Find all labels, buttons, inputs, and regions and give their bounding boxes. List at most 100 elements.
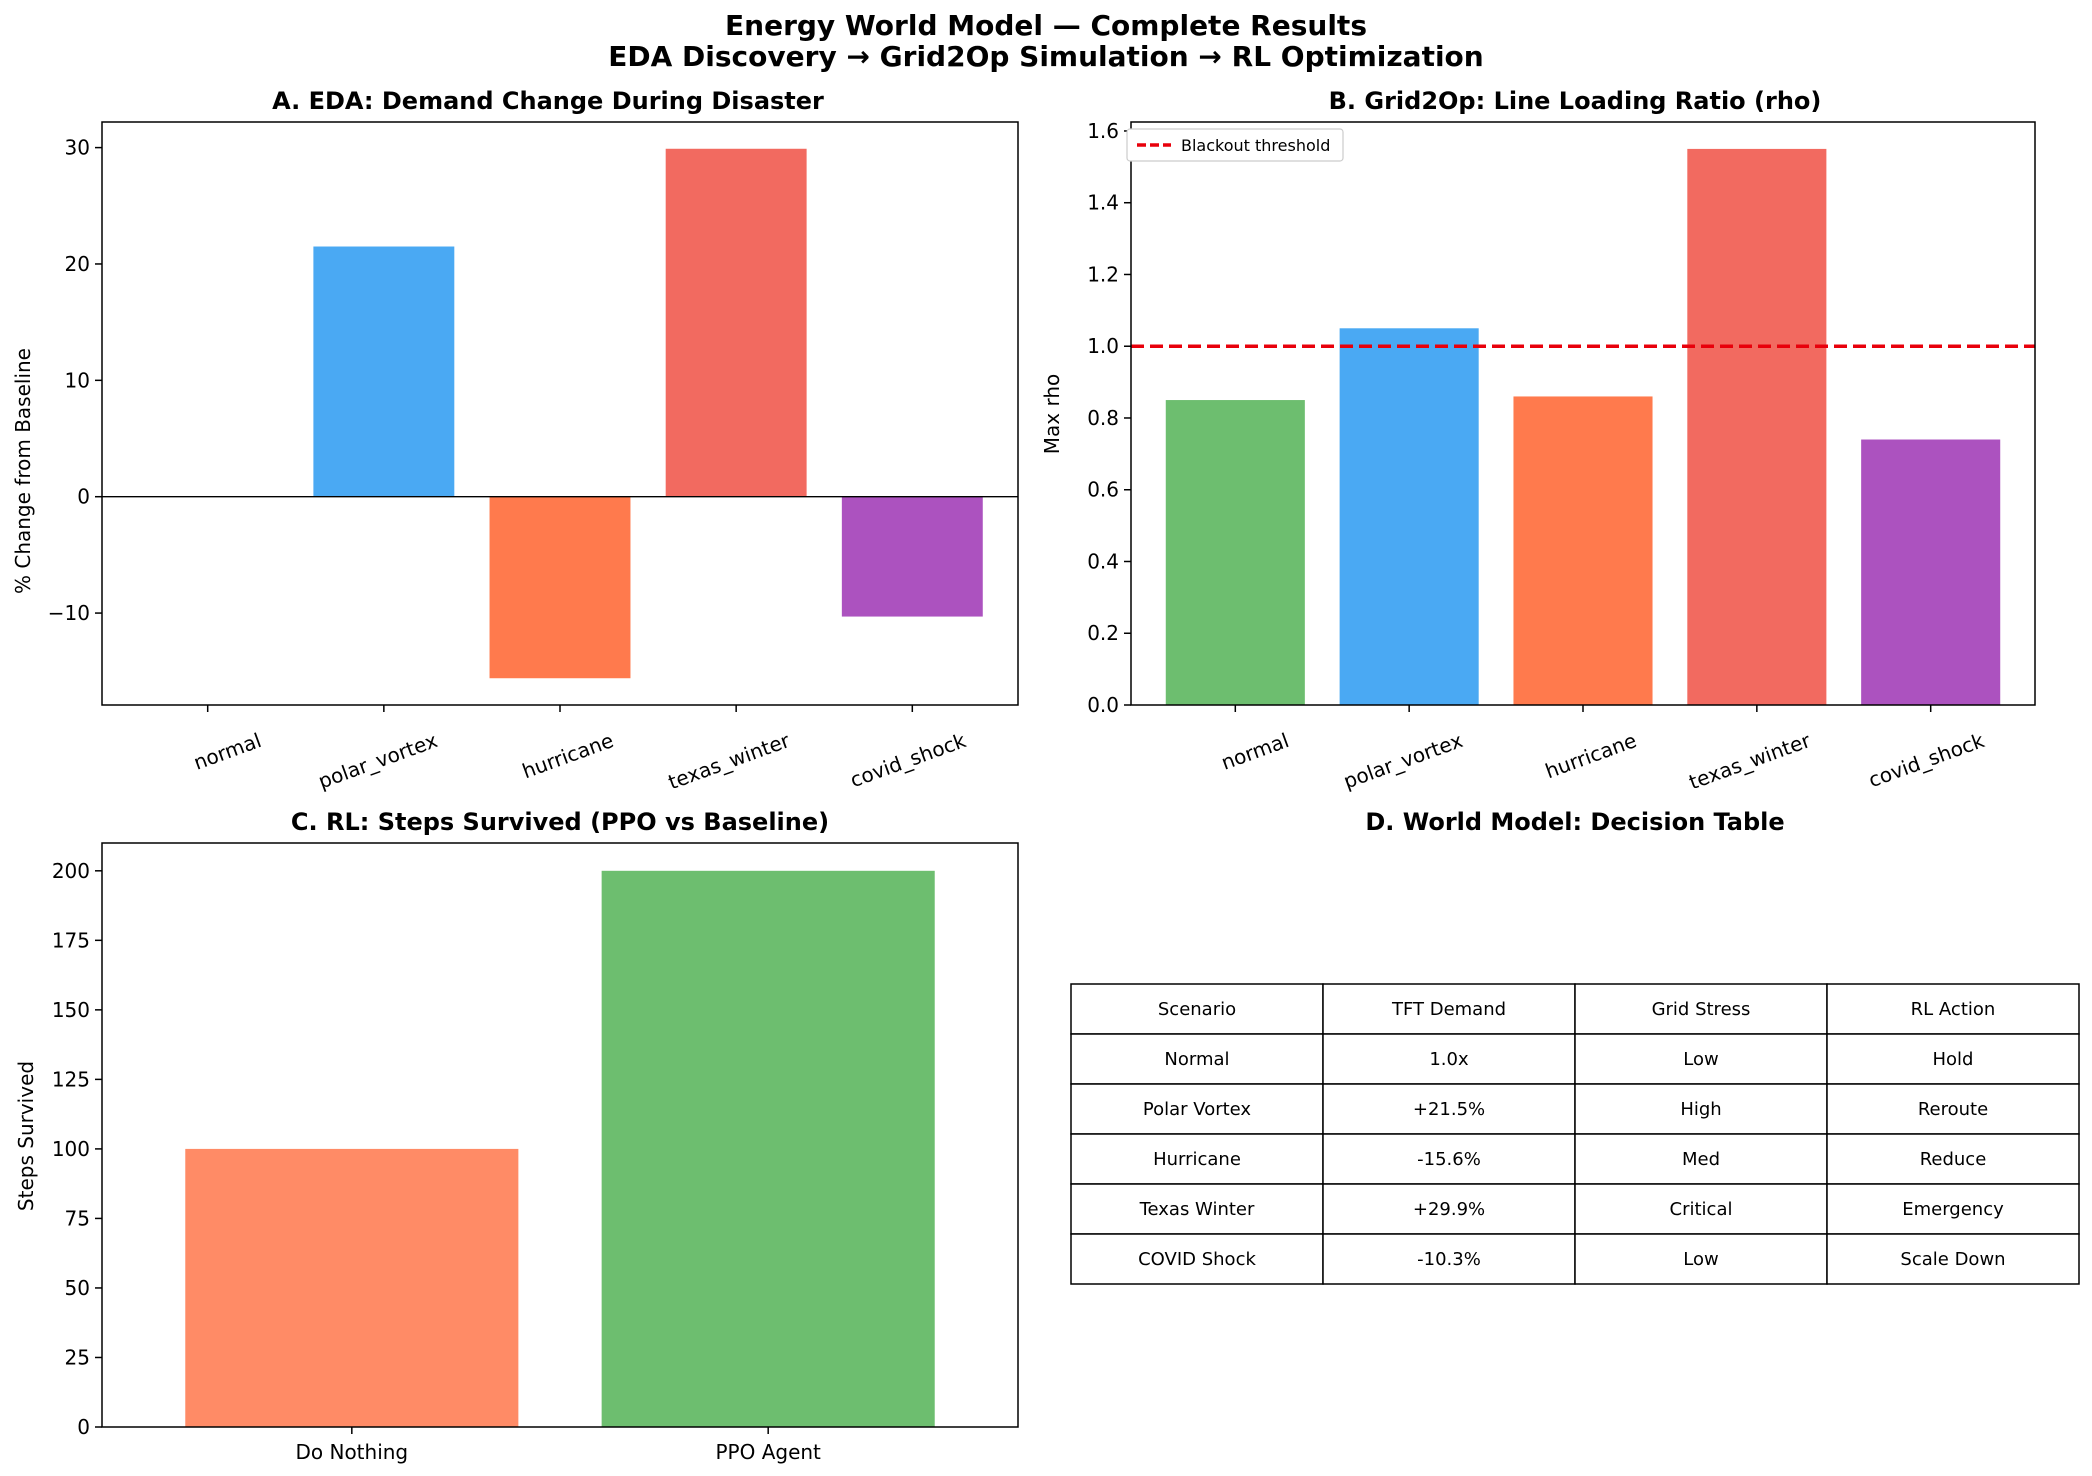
pb-y-tick-label: 1.0: [1087, 334, 1119, 358]
table-header-label: Scenario: [1158, 999, 1236, 1020]
pb-y-tick-label: 1.2: [1087, 262, 1119, 286]
table-cell-text: 1.0x: [1429, 1049, 1469, 1070]
pc-x-tick-label: PPO Agent: [715, 1440, 821, 1464]
decision-table: Scenario TFT Demand Grid Stress RL Action No…: [1070, 983, 2080, 1285]
panel-b-legend-label: Blackout threshold: [1181, 136, 1330, 155]
table-cell-text: +29.9%: [1413, 1199, 1485, 1220]
table-cell-text: Critical: [1670, 1199, 1733, 1220]
table-cell-text: Reduce: [1920, 1149, 1987, 1170]
table-cell: [1826, 1033, 2080, 1085]
panel-c-x-ticks: Do Nothing PPO Agent: [295, 1427, 821, 1464]
pa-y-tick-label: 20: [65, 252, 90, 276]
pc-y-tick-label: 50: [65, 1276, 90, 1300]
pb-bar-covid-shock: [1861, 439, 2001, 705]
pb-bar-texas-winter: [1687, 148, 1827, 705]
figure-title-line-2: EDA Discovery → Grid2Op Simulation → RL …: [608, 40, 1483, 73]
table-cell: [1070, 1233, 1324, 1285]
pa-bar-covid-shock: [841, 496, 983, 617]
table-cell: [1826, 1083, 2080, 1135]
table-cell-text: Emergency: [1902, 1199, 2004, 1220]
pb-y-tick-label: 0.0: [1087, 693, 1119, 717]
pc-bar-ppo-agent: [601, 870, 935, 1427]
pc-y-tick-label: 0: [77, 1415, 90, 1439]
table-cell: [1826, 1183, 2080, 1235]
panel-c-y-axis-label: Steps Survived: [14, 1061, 38, 1211]
pc-y-tick-label: 200: [52, 859, 90, 883]
panel-b-bars: [1165, 148, 2001, 705]
table-cell: [1322, 1083, 1576, 1135]
panel-b-title: B. Grid2Op: Line Loading Ratio (rho): [1329, 87, 1822, 115]
panel-c-steps-survived-chart: C. RL: Steps Survived (PPO vs Baseline) …: [14, 808, 1019, 1464]
panel-b-y-axis-label: Max rho: [1040, 374, 1064, 455]
pa-bar-hurricane: [489, 496, 631, 679]
table-cell: [1322, 1033, 1576, 1085]
pc-y-tick-label: 150: [52, 998, 90, 1022]
table-cell-text: Normal: [1164, 1049, 1229, 1070]
table-cell: [1322, 1233, 1576, 1285]
table-cell-text: Scale Down: [1900, 1249, 2005, 1270]
panel-b-y-ticks: 0.0 0.2 0.4 0.6 0.8 1.0 1.2 1.4 1.6: [1087, 119, 1131, 717]
table-cell: [1574, 1233, 1828, 1285]
panel-b-legend-box: [1126, 128, 1344, 162]
pb-y-tick-label: 0.4: [1087, 549, 1119, 573]
panel-c-bars: [185, 870, 935, 1427]
table-cell-text: +21.5%: [1413, 1099, 1485, 1120]
table-cell-text: Hurricane: [1153, 1149, 1241, 1170]
panel-d-decision-table: D. World Model: Decision Table Scenario T…: [1070, 808, 2080, 1285]
pb-y-tick-label: 1.6: [1087, 119, 1119, 143]
pb-y-tick-label: 0.6: [1087, 478, 1119, 502]
pc-bar-do-nothing: [185, 1148, 519, 1427]
table-cell: [1070, 1033, 1324, 1085]
table-header-cell: [1574, 983, 1828, 1035]
pc-y-tick-label: 175: [52, 928, 90, 952]
pa-y-tick-label: 0: [77, 485, 90, 509]
panel-a-y-ticks: −10 0 10 20 30: [48, 136, 102, 625]
panel-c-y-ticks: 0 25 50 75 100 125 150 175 200: [52, 859, 102, 1439]
pa-bar-texas-winter: [665, 148, 807, 497]
table-cell: [1826, 1233, 2080, 1285]
panel-a-y-axis-label: % Change from Baseline: [11, 348, 35, 594]
panel-a-bars: [102, 148, 1018, 679]
pc-y-tick-label: 25: [65, 1345, 90, 1369]
pc-y-tick-label: 75: [65, 1206, 90, 1230]
table-cell-text: Low: [1683, 1049, 1718, 1070]
panel-a-axes-frame: [101, 121, 1019, 706]
pb-bar-normal: [1165, 400, 1305, 705]
pb-bar-hurricane: [1513, 396, 1653, 705]
table-cell-text: Med: [1682, 1149, 1720, 1170]
table-cell-text: High: [1680, 1099, 1721, 1120]
pb-bar-polar-vortex: [1339, 328, 1479, 705]
table-cell-text: -15.6%: [1417, 1149, 1481, 1170]
pc-x-tick-label: Do Nothing: [295, 1440, 408, 1464]
table-cell: [1574, 1033, 1828, 1085]
table-cell-text: Texas Winter: [1139, 1199, 1255, 1220]
table-header-cell: [1826, 983, 2080, 1035]
panel-b-axes-frame: [1130, 121, 2036, 706]
pb-y-tick-label: 1.4: [1087, 191, 1119, 215]
table-cell: [1574, 1133, 1828, 1185]
panel-c-title: C. RL: Steps Survived (PPO vs Baseline): [291, 808, 829, 836]
pa-bar-polar-vortex: [313, 246, 455, 497]
table-cell-text: Hold: [1933, 1049, 1974, 1070]
table-cell-text: Reroute: [1918, 1099, 1988, 1120]
panel-c-axes-frame: [101, 842, 1019, 1428]
panel-a-title: A. EDA: Demand Change During Disaster: [272, 87, 824, 115]
pa-y-tick-label: −10: [48, 601, 90, 625]
pa-y-tick-label: 30: [65, 136, 90, 160]
pb-y-tick-label: 0.2: [1087, 621, 1119, 645]
table-cell-text: Low: [1683, 1249, 1718, 1270]
panel-d-title: D. World Model: Decision Table: [1365, 808, 1784, 836]
pc-y-tick-label: 125: [52, 1067, 90, 1091]
table-cell: [1574, 1083, 1828, 1135]
table-header-label: Grid Stress: [1652, 999, 1751, 1020]
table-header-label: TFT Demand: [1391, 999, 1506, 1020]
panel-b-legend: Blackout threshold: [1126, 128, 1344, 162]
pb-y-tick-label: 0.8: [1087, 406, 1119, 430]
table-cell-text: -10.3%: [1417, 1249, 1481, 1270]
pc-y-tick-label: 100: [52, 1137, 90, 1161]
table-cell: [1070, 1083, 1324, 1135]
table-cell-text: COVID Shock: [1138, 1249, 1256, 1270]
table-cell-text: Polar Vortex: [1143, 1099, 1252, 1120]
pa-y-tick-label: 10: [65, 368, 90, 392]
